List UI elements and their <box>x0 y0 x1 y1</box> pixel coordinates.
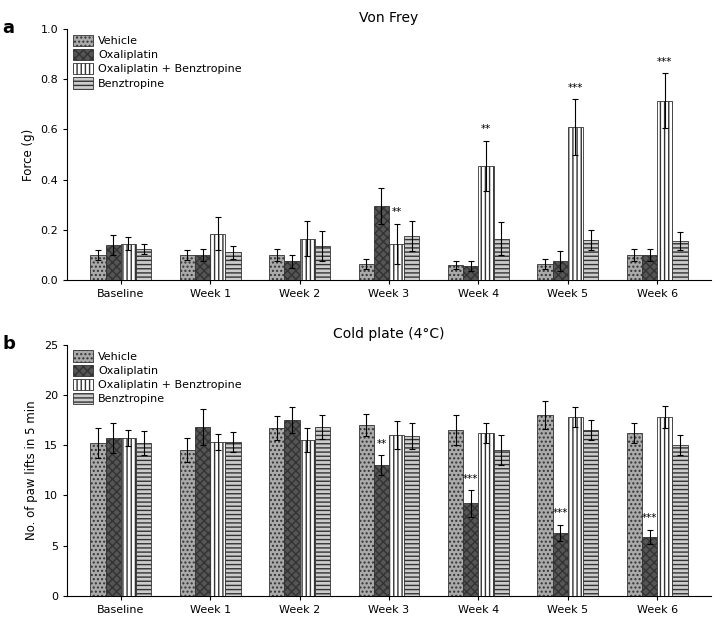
Bar <box>300 440 315 596</box>
Bar <box>359 425 374 596</box>
Bar <box>464 503 479 596</box>
Bar <box>583 240 599 280</box>
Bar <box>300 239 315 280</box>
Text: **: ** <box>376 439 386 449</box>
Text: ***: *** <box>642 513 657 523</box>
Bar <box>136 249 151 280</box>
Bar <box>374 206 389 280</box>
Text: ***: *** <box>657 57 672 67</box>
Bar <box>359 264 374 280</box>
Bar <box>225 442 240 596</box>
Bar <box>269 428 284 596</box>
Bar <box>494 239 509 280</box>
Bar <box>180 255 195 280</box>
Bar <box>210 233 225 280</box>
Bar <box>404 436 419 596</box>
Bar <box>389 435 404 596</box>
Bar <box>494 450 509 596</box>
Bar <box>672 241 687 280</box>
Bar <box>105 438 121 596</box>
Title: Cold plate (4°C): Cold plate (4°C) <box>334 327 445 341</box>
Bar <box>479 166 494 280</box>
Bar <box>374 465 389 596</box>
Text: a: a <box>3 19 14 37</box>
Legend: Vehicle, Oxaliplatin, Oxaliplatin + Benztropine, Benztropine: Vehicle, Oxaliplatin, Oxaliplatin + Benz… <box>71 348 244 407</box>
Bar <box>121 244 136 280</box>
Bar <box>537 415 552 596</box>
Text: ***: *** <box>567 83 583 93</box>
Bar <box>180 450 195 596</box>
Y-axis label: No. of paw lifts in 5 min: No. of paw lifts in 5 min <box>25 401 38 540</box>
Bar <box>479 433 494 596</box>
Text: **: ** <box>391 207 401 217</box>
Bar <box>136 443 151 596</box>
Bar <box>269 255 284 280</box>
Text: b: b <box>3 335 16 353</box>
Bar <box>672 445 687 596</box>
Bar <box>552 533 567 596</box>
Bar <box>657 417 672 596</box>
Title: Von Frey: Von Frey <box>360 11 419 25</box>
Bar <box>567 127 583 280</box>
Bar <box>389 244 404 280</box>
Bar <box>90 443 105 596</box>
Bar <box>90 255 105 280</box>
Text: ***: *** <box>463 474 479 484</box>
Bar <box>642 255 657 280</box>
Bar <box>195 427 210 596</box>
Bar <box>464 266 479 280</box>
Bar <box>404 236 419 280</box>
Bar <box>105 245 121 280</box>
Bar <box>448 430 464 596</box>
Bar <box>537 264 552 280</box>
Bar <box>627 255 642 280</box>
Bar <box>448 265 464 280</box>
Bar <box>567 417 583 596</box>
Bar <box>627 433 642 596</box>
Text: **: ** <box>481 125 491 135</box>
Bar <box>552 261 567 280</box>
Bar <box>210 442 225 596</box>
Bar <box>642 536 657 596</box>
Bar <box>284 420 300 596</box>
Bar <box>657 101 672 280</box>
Bar <box>225 252 240 280</box>
Legend: Vehicle, Oxaliplatin, Oxaliplatin + Benztropine, Benztropine: Vehicle, Oxaliplatin, Oxaliplatin + Benz… <box>71 33 244 91</box>
Bar <box>121 438 136 596</box>
Bar <box>315 246 330 280</box>
Y-axis label: Force (g): Force (g) <box>22 128 35 181</box>
Text: ***: *** <box>552 508 568 518</box>
Bar <box>195 255 210 280</box>
Bar <box>284 261 300 280</box>
Bar <box>583 430 599 596</box>
Bar <box>315 427 330 596</box>
